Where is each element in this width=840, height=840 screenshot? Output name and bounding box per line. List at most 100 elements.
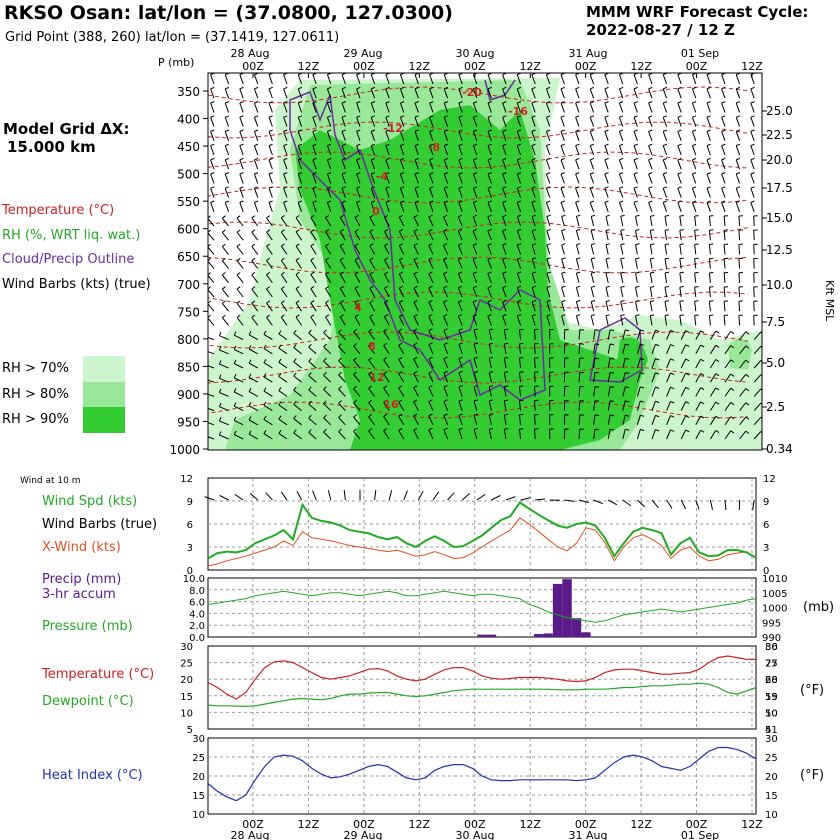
wind-barb <box>651 400 660 411</box>
wind-barb <box>326 172 332 184</box>
wind-barb <box>472 271 478 283</box>
wind-barb <box>561 314 566 326</box>
wind-barb <box>604 172 609 184</box>
wind-barb <box>662 86 668 99</box>
wind-barb <box>739 331 750 340</box>
time-label-bottom-6: 00Z <box>575 818 597 831</box>
wind-barb <box>208 422 215 426</box>
wind-tick-right-3: 3 <box>763 543 769 554</box>
wind-barb <box>604 115 609 127</box>
wind-barb <box>531 157 536 170</box>
wind-barb <box>648 129 653 141</box>
wind-barb <box>695 415 705 426</box>
legend-rh70-swatch <box>83 356 125 382</box>
wind-barb <box>253 186 259 198</box>
wind-barb <box>253 143 259 156</box>
wind-barb <box>251 272 259 284</box>
wind-barb <box>636 329 645 340</box>
wind-barb <box>502 86 507 99</box>
wind-barb <box>546 214 551 227</box>
wind-barb <box>677 143 682 156</box>
wind-barb <box>549 385 554 397</box>
wind-barb <box>224 200 230 212</box>
wind-barb <box>531 86 536 99</box>
wind-barb <box>457 228 463 241</box>
pressure-line <box>207 590 757 623</box>
precip-tick-left-5: 0.0 <box>189 633 205 644</box>
wind-barb <box>575 172 580 184</box>
pressure-tick-650: 650 <box>177 250 200 264</box>
forecast-cycle: 2022-08-27 / 12 Z <box>586 21 735 39</box>
wind-barb <box>325 271 332 284</box>
wind-barb <box>604 186 609 198</box>
wind-barb <box>503 399 509 411</box>
wind-barb-10m <box>343 490 346 501</box>
wind-barb <box>753 215 758 227</box>
heat-tick-right-2: 20 <box>765 772 778 783</box>
wind-barb <box>413 285 419 298</box>
wind-barb <box>721 200 726 212</box>
wind-barb <box>413 342 419 355</box>
isotherm-label-3: -8 <box>428 141 440 154</box>
time-label-bottom-4: 00Z <box>464 818 486 831</box>
wind-barb <box>590 314 596 326</box>
wind-barb <box>708 229 714 241</box>
wind-barb <box>323 400 332 411</box>
wind-barb <box>649 215 655 227</box>
wind-barb <box>488 399 494 411</box>
wind-barb-10m <box>249 493 259 501</box>
wind-barb <box>563 343 569 354</box>
wind-barb <box>266 300 273 312</box>
wind-barb <box>706 186 711 198</box>
wind-barb <box>546 285 551 298</box>
wind-barb <box>677 101 682 113</box>
wind-barb <box>385 101 390 113</box>
wind-barb <box>338 428 346 440</box>
wind-barb <box>575 115 580 127</box>
wind-barb <box>549 329 554 340</box>
wind-barb <box>354 300 361 312</box>
wind-barb <box>635 214 640 227</box>
wind-barb <box>428 285 434 298</box>
isotherm-label-4: -4 <box>376 170 389 183</box>
wind-barbs-cross-section <box>208 73 762 440</box>
wind-barb <box>516 243 522 255</box>
wind-barb <box>221 229 229 241</box>
wind-barb <box>341 86 346 99</box>
wind-barb <box>633 186 638 198</box>
isotherm-8 <box>208 366 749 384</box>
wind-barb <box>341 143 346 156</box>
wind-barb <box>662 143 668 156</box>
wind-barb <box>604 129 609 141</box>
wind-barb <box>516 314 522 326</box>
cross-section-frame <box>207 72 763 451</box>
wind-barb <box>618 172 624 184</box>
wind-barb <box>739 402 750 411</box>
wind-barb <box>605 300 610 312</box>
wind-barb <box>662 157 668 170</box>
wind-barb <box>694 314 699 326</box>
wind-barb <box>278 387 288 397</box>
wind-barb <box>278 358 288 369</box>
wind-barb <box>753 314 758 326</box>
wind-barb <box>502 285 507 298</box>
time-label-top-0: 00Z <box>242 60 264 73</box>
wind-barb <box>239 101 244 113</box>
wind-barb <box>263 415 273 426</box>
wind-barb <box>473 413 479 425</box>
wind-barb <box>443 385 449 397</box>
wind-barb <box>338 343 346 355</box>
rh90-region <box>295 105 640 450</box>
wind-barb <box>326 115 332 127</box>
wind-barb <box>664 243 670 255</box>
wind-barb <box>738 215 743 227</box>
wind-barb <box>354 271 361 284</box>
wind-barb <box>691 115 697 127</box>
wind-barb <box>518 371 524 383</box>
wind-barb <box>236 300 244 312</box>
wind-barb <box>308 358 317 369</box>
wind-barb <box>218 417 229 426</box>
wind-barb <box>210 115 215 127</box>
wind-barb <box>691 143 697 156</box>
wind-barb <box>248 373 259 383</box>
